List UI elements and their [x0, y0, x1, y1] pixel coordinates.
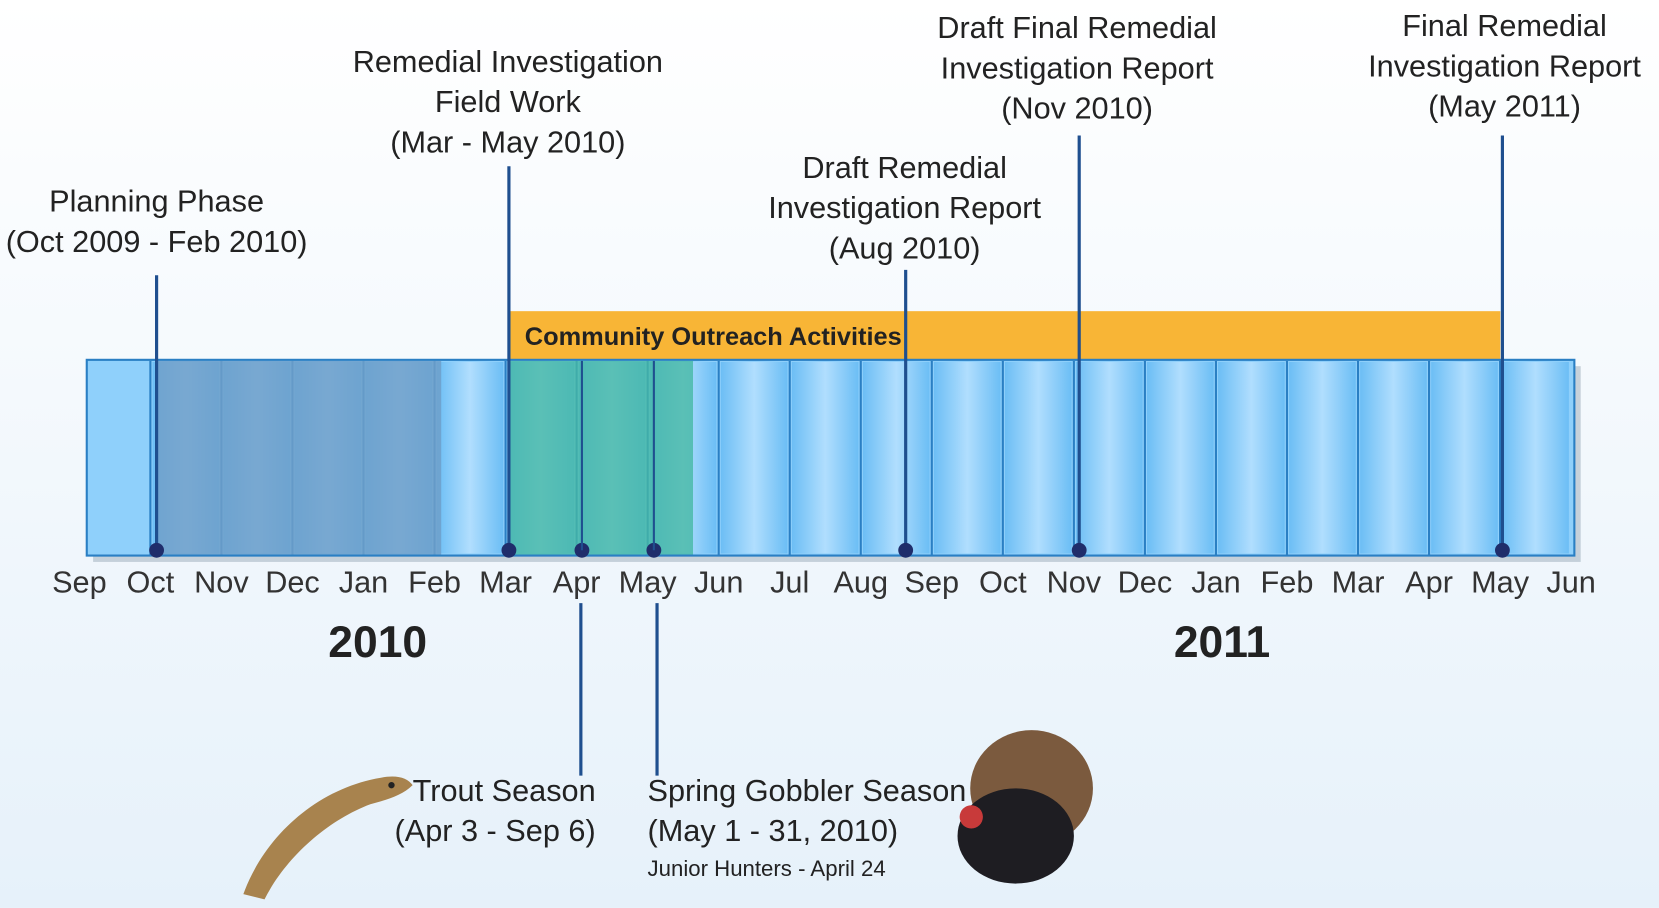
milestone-label: Investigation Report [1368, 48, 1641, 83]
month-cell [1360, 362, 1427, 554]
month-cell [934, 362, 1001, 554]
month-cell [1502, 362, 1569, 554]
milestone-label: Investigation Report [768, 190, 1041, 225]
season-label: (Apr 3 - Sep 6) [395, 813, 596, 848]
milestone-label: (Mar - May 2010) [390, 124, 625, 159]
month-label: Sep [905, 565, 960, 600]
planning-shade [157, 361, 442, 555]
month-label: Apr [553, 565, 601, 600]
month-label: Nov [1047, 565, 1102, 600]
month-cell [1076, 362, 1143, 554]
month-cell [863, 362, 930, 554]
milestone-label: (Oct 2009 - Feb 2010) [6, 224, 308, 259]
outreach-label: Community Outreach Activities [525, 323, 902, 351]
month-cell [1147, 362, 1214, 554]
month-label: Sep [52, 565, 107, 600]
season-note: Junior Hunters - April 24 [648, 856, 886, 881]
month-cell [437, 362, 504, 554]
milestone-label: Planning Phase [49, 184, 264, 219]
month-label: May [619, 565, 678, 600]
milestone-dot [898, 543, 913, 558]
month-label: Apr [1405, 565, 1453, 600]
milestone-label: Final Remedial [1402, 8, 1607, 43]
milestone-label: Field Work [435, 84, 582, 119]
milestone-dot [1495, 543, 1510, 558]
month-cell [792, 362, 859, 554]
month-label: Jun [1546, 565, 1595, 600]
year-label: 2011 [1174, 618, 1270, 667]
timeline-diagram: Sep Oct Nov Dec Jan Feb Mar Apr May Jun Jul Aug Sep O… [0, 0, 1659, 908]
month-label: Jan [1191, 565, 1240, 600]
milestone-label: Draft Final Remedial [937, 10, 1217, 45]
milestone-label: Remedial Investigation [353, 44, 663, 79]
milestone-label: (Aug 2010) [829, 230, 981, 265]
month-label: Dec [265, 565, 320, 600]
month-label: Feb [1261, 565, 1314, 600]
month-label: Jun [694, 565, 743, 600]
year-label: 2010 [328, 618, 427, 667]
milestone-label: (Nov 2010) [1001, 91, 1153, 126]
month-label: Dec [1118, 565, 1173, 600]
month-label: Mar [1332, 565, 1385, 600]
milestone-dot [1072, 543, 1087, 558]
month-cell [1289, 362, 1356, 554]
month-label: Oct [127, 565, 175, 600]
milestone-label: (May 2011) [1428, 88, 1581, 123]
month-label: Oct [979, 565, 1027, 600]
month-label: Jan [339, 565, 388, 600]
season-label: Spring Gobbler Season [648, 773, 967, 808]
milestone-dot [502, 543, 517, 558]
month-label: Feb [408, 565, 461, 600]
season-label: (May 1 - 31, 2010) [648, 813, 899, 848]
milestone-label: Investigation Report [941, 50, 1214, 85]
month-label: May [1471, 565, 1530, 600]
month-label: Nov [194, 565, 249, 600]
fieldwork-shade [510, 361, 693, 555]
month-cell [1431, 362, 1498, 554]
month-label: Aug [833, 565, 888, 600]
season-label: Trout Season [413, 773, 596, 808]
month-cell [721, 362, 788, 554]
month-cell [1005, 362, 1072, 554]
month-label: Mar [479, 565, 532, 600]
milestone-label: Draft Remedial [802, 150, 1007, 185]
month-cell [1218, 362, 1285, 554]
month-label: Jul [770, 565, 809, 600]
milestone-dot [149, 543, 164, 558]
